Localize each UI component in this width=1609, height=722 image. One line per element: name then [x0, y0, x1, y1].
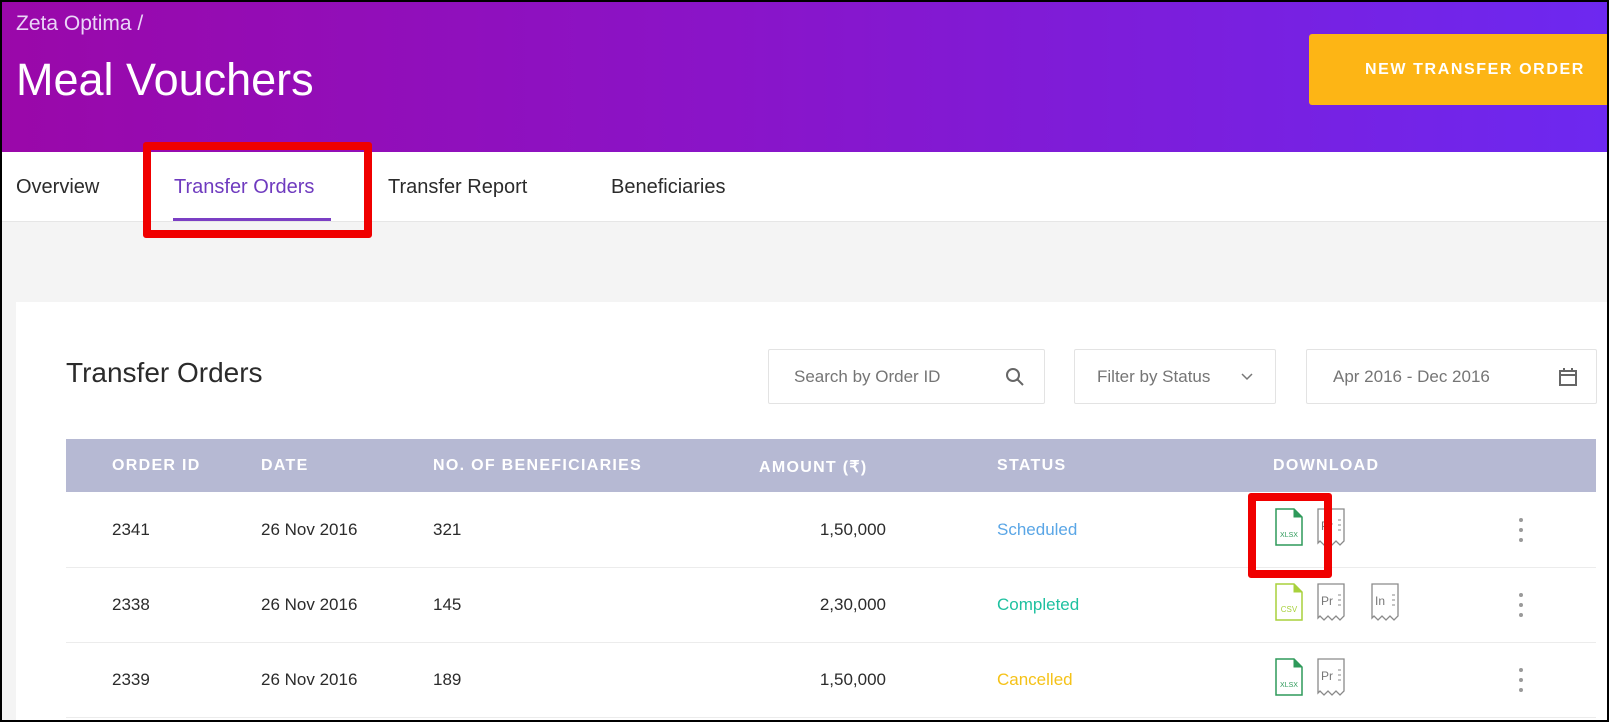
table-row[interactable]: 2341 26 Nov 2016 321 1,50,000 Scheduled … — [66, 493, 1596, 568]
xlsx-file-label: XLSX — [1280, 682, 1298, 689]
more-vertical-icon[interactable] — [1518, 668, 1524, 696]
beneficiary-count: 321 — [433, 520, 462, 539]
new-transfer-order-button[interactable]: NEW TRANSFER ORDER — [1309, 34, 1607, 105]
date-range-picker[interactable]: Apr 2016 - Dec 2016 — [1306, 349, 1597, 404]
search-icon[interactable] — [1005, 367, 1025, 387]
col-status[interactable]: STATUS — [997, 457, 1067, 474]
page-header: Zeta Optima / Meal Vouchers NEW TRANSFER… — [2, 2, 1607, 152]
order-id: 2341 — [112, 520, 150, 539]
col-amount[interactable]: AMOUNT (₹) — [759, 459, 868, 476]
order-amount: 1,50,000 — [819, 520, 886, 539]
status-filter-dropdown[interactable]: Filter by Status — [1074, 349, 1276, 404]
in-receipt-label: In — [1375, 594, 1385, 608]
col-download: DOWNLOAD — [1273, 457, 1380, 474]
breadcrumb[interactable]: Zeta Optima / — [16, 12, 144, 35]
xlsx-file-icon[interactable]: XLSX — [1274, 658, 1304, 696]
beneficiary-count: 145 — [433, 595, 462, 614]
order-amount: 1,50,000 — [819, 670, 886, 689]
status-badge: Cancelled — [997, 670, 1073, 689]
xlsx-file-icon[interactable]: XLSX — [1274, 508, 1304, 546]
csv-file-label: CSV — [1281, 605, 1298, 614]
calendar-icon[interactable] — [1558, 367, 1578, 387]
chevron-down-icon — [1241, 373, 1253, 381]
status-badge: Scheduled — [997, 520, 1078, 539]
order-id: 2338 — [112, 595, 150, 614]
table-row[interactable]: 2338 26 Nov 2016 145 2,30,000 Completed … — [66, 568, 1596, 643]
pr-receipt-icon[interactable]: Pr — [1316, 583, 1346, 621]
page-title: Meal Vouchers — [16, 54, 314, 105]
more-vertical-icon[interactable] — [1518, 518, 1524, 546]
download-highlight-box — [1248, 493, 1332, 578]
order-date: 26 Nov 2016 — [261, 595, 358, 614]
tab-highlight-box — [143, 142, 372, 238]
search-placeholder: Search by Order ID — [794, 367, 941, 386]
pr-receipt-label: Pr — [1321, 594, 1333, 608]
status-filter-label: Filter by Status — [1097, 367, 1211, 386]
tab-transfer-orders[interactable]: Transfer Orders — [174, 176, 315, 198]
pr-receipt-label: Pr — [1321, 669, 1333, 683]
tab-overview[interactable]: Overview — [16, 176, 100, 198]
order-date: 26 Nov 2016 — [261, 520, 358, 539]
tab-transfer-report[interactable]: Transfer Report — [388, 176, 528, 198]
more-vertical-icon[interactable] — [1518, 593, 1524, 621]
in-receipt-icon[interactable]: In — [1370, 583, 1400, 621]
section-title: Transfer Orders — [66, 357, 263, 388]
col-order-id[interactable]: ORDER ID — [112, 457, 201, 474]
status-badge: Completed — [997, 595, 1080, 614]
order-id: 2339 — [112, 670, 150, 689]
col-beneficiaries[interactable]: NO. OF BENEFICIARIES — [433, 457, 643, 474]
table-row[interactable]: 2339 26 Nov 2016 189 1,50,000 Cancelled … — [66, 643, 1596, 718]
tab-beneficiaries[interactable]: Beneficiaries — [611, 176, 726, 198]
table-header: ORDER ID DATE NO. OF BENEFICIARIES AMOUN… — [66, 439, 1596, 492]
col-date[interactable]: DATE — [261, 457, 309, 474]
tab-bar: Overview Transfer Orders Transfer Report… — [2, 152, 1607, 222]
beneficiary-count: 189 — [433, 670, 462, 689]
date-range-value: Apr 2016 - Dec 2016 — [1333, 367, 1490, 386]
search-input[interactable]: Search by Order ID — [768, 349, 1045, 404]
active-tab-indicator — [173, 218, 331, 221]
csv-file-icon[interactable]: CSV — [1274, 583, 1304, 621]
order-date: 26 Nov 2016 — [261, 670, 358, 689]
xlsx-file-label: XLSX — [1280, 532, 1298, 539]
order-amount: 2,30,000 — [819, 595, 886, 614]
pr-receipt-icon[interactable]: Pr — [1316, 658, 1346, 696]
